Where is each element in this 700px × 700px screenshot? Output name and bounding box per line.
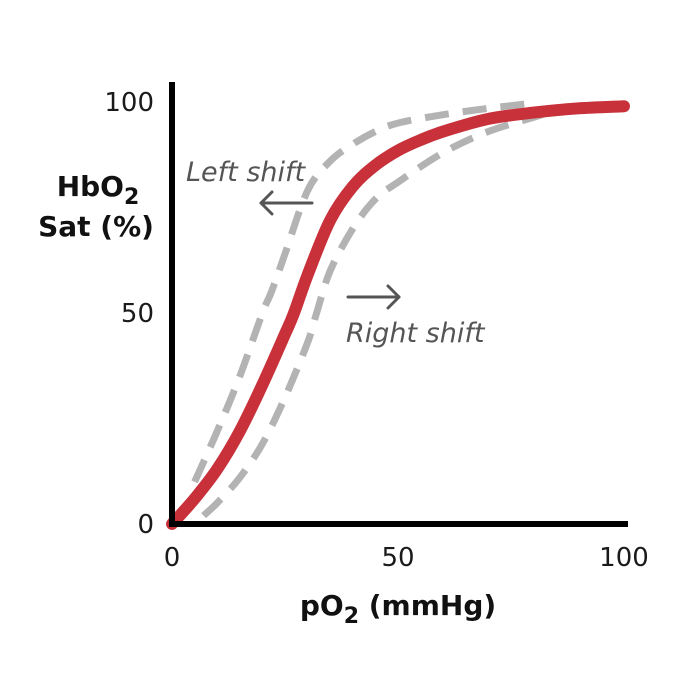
left-shift-arrow-icon <box>259 190 314 216</box>
left-shift-label: Left shift <box>186 157 307 188</box>
curve-left-shift <box>191 100 525 484</box>
y-tick-label-0: 0 <box>137 510 154 540</box>
x-tick-label-0: 0 <box>164 543 181 573</box>
right-shift-arrow-icon <box>346 284 401 310</box>
curve-right-shift <box>201 111 544 519</box>
x-axis-title: pO2 (mmHg) <box>300 589 496 629</box>
y-tick-label-100: 100 <box>104 88 154 118</box>
ticks-layer: 0 50 100 0 50 100 <box>104 88 648 573</box>
x-tick-label-100: 100 <box>599 543 649 573</box>
y-axis-title-line1: HbO2 <box>57 170 140 210</box>
y-axis-title-line2: Sat (%) <box>38 210 154 243</box>
y-tick-label-50: 50 <box>121 299 154 329</box>
x-tick-label-50: 50 <box>381 543 414 573</box>
curves-layer <box>166 100 630 530</box>
curve-normal <box>166 100 630 530</box>
right-shift-label: Right shift <box>346 318 486 349</box>
